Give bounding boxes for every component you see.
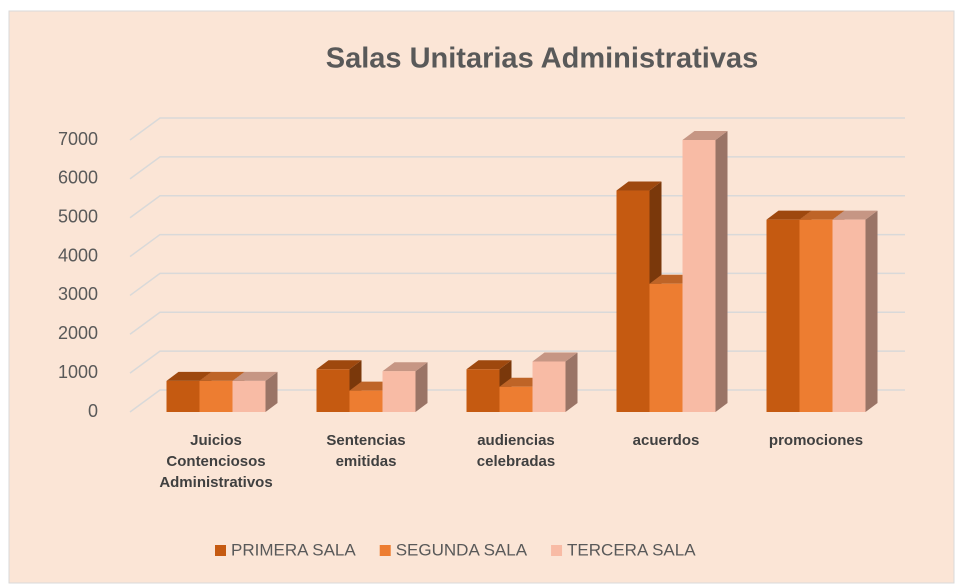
bar-side	[565, 352, 578, 412]
x-tick-label: acuerdos	[632, 432, 700, 449]
x-tick-label: promociones	[768, 432, 864, 449]
bar-front	[166, 380, 200, 412]
bar-front	[616, 190, 650, 412]
bar-side	[415, 362, 428, 412]
bar-top	[382, 362, 428, 372]
bar-top	[199, 371, 245, 381]
legend-label: SEGUNDA SALA	[396, 540, 528, 559]
chart-title: Salas Unitarias Administrativas	[326, 43, 759, 75]
bar-top	[166, 371, 212, 381]
bar-side	[715, 131, 728, 412]
x-tick-label: audiencias celebradas	[476, 432, 556, 470]
bar-front	[382, 371, 416, 412]
bar-top	[466, 360, 512, 370]
y-tick-label: 5000	[58, 206, 98, 226]
y-tick-label: 3000	[58, 284, 98, 304]
bar	[532, 352, 578, 412]
bar-top	[766, 210, 812, 220]
y-tick-label: 4000	[58, 245, 98, 265]
legend-swatch	[215, 545, 226, 556]
legend-label: PRIMERA SALA	[231, 540, 356, 559]
bar-front	[532, 361, 566, 412]
bar-side	[265, 371, 278, 412]
x-tick-label: Sentencias emitidas	[326, 432, 406, 470]
bar	[382, 362, 428, 412]
bar-front	[199, 380, 233, 412]
legend-label: TERCERA SALA	[567, 540, 696, 559]
y-tick-label: 6000	[58, 168, 98, 188]
legend-swatch	[551, 545, 563, 556]
bar-top	[616, 181, 662, 191]
bar-top	[316, 360, 362, 370]
bar-top	[232, 371, 278, 381]
bar-front	[232, 380, 266, 412]
bar-front	[316, 369, 350, 412]
bar-top	[682, 131, 728, 140]
grid-line	[129, 156, 905, 180]
bar	[832, 210, 878, 412]
bar	[682, 131, 728, 412]
y-tick-label: 0	[88, 401, 98, 421]
x-tick-label: Juicios Contenciosos Administrativos	[159, 432, 273, 491]
bar-top	[832, 210, 878, 220]
bar-top	[799, 210, 845, 220]
y-tick-label: 7000	[58, 129, 98, 149]
bar	[232, 371, 278, 412]
bar-front	[499, 386, 533, 412]
legend-swatch	[379, 545, 391, 556]
y-tick-label: 2000	[58, 323, 98, 343]
bar-front	[649, 283, 683, 412]
bar-front	[349, 390, 383, 412]
bar-front	[832, 219, 866, 412]
bar-top	[532, 352, 578, 362]
grid-line	[129, 117, 905, 141]
y-tick-label: 1000	[58, 362, 98, 382]
bar-front	[466, 369, 500, 412]
bar-front	[682, 140, 716, 412]
bar-front	[799, 219, 833, 412]
bar-front	[766, 219, 800, 412]
bar-side	[865, 210, 878, 412]
